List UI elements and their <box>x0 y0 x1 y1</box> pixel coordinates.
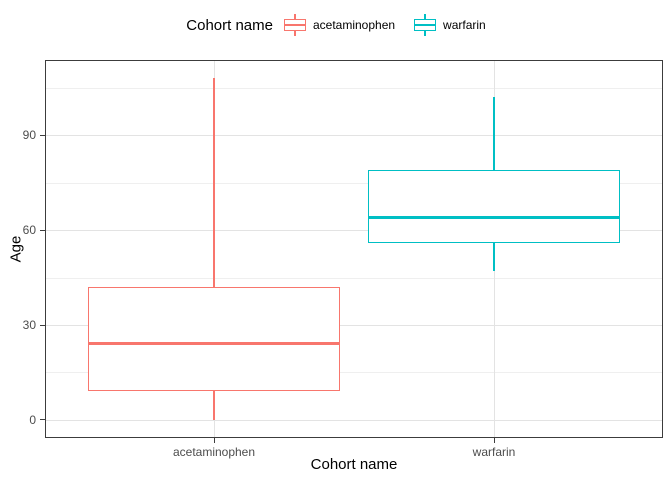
major-gridline <box>46 325 662 326</box>
lower-whisker-warfarin <box>493 242 495 272</box>
legend-item-warfarin: warfarin <box>414 13 486 37</box>
x-tick-mark <box>493 438 495 443</box>
y-tick-mark <box>40 324 45 326</box>
median-line-warfarin <box>368 215 620 219</box>
upper-whisker-acetaminophen <box>213 78 215 287</box>
legend-label: acetaminophen <box>312 18 396 32</box>
boxplot-key-icon <box>414 13 437 37</box>
x-tick-label: warfarin <box>472 445 516 459</box>
lower-whisker-acetaminophen <box>213 391 215 420</box>
x-axis-title: Cohort name <box>310 456 398 473</box>
major-gridline <box>46 135 662 137</box>
y-tick-label: 30 <box>22 318 36 332</box>
legend-title: Cohort name <box>186 16 273 34</box>
y-tick-mark <box>40 419 45 421</box>
y-tick-label: 60 <box>22 223 36 237</box>
y-tick-label: 0 <box>29 412 36 427</box>
y-tick-mark <box>40 134 45 136</box>
minor-gridline <box>46 277 662 279</box>
x-tick-label: acetaminophen <box>172 445 256 459</box>
box-warfarin <box>368 169 620 243</box>
x-tick-mark <box>213 438 215 443</box>
minor-gridline <box>46 182 662 184</box>
major-gridline <box>46 419 662 421</box>
major-gridline <box>46 230 662 231</box>
legend: Cohort name acetaminophen warfarin <box>0 11 672 39</box>
plot-panel <box>45 60 663 438</box>
minor-gridline <box>46 87 662 89</box>
median-line-acetaminophen <box>88 342 340 346</box>
minor-gridline <box>46 372 662 374</box>
y-axis-title: Age <box>7 235 25 263</box>
y-tick-mark <box>40 229 45 231</box>
y-tick-label: 90 <box>22 128 36 143</box>
legend-label: warfarin <box>443 18 486 32</box>
upper-whisker-warfarin <box>493 97 495 170</box>
box-acetaminophen <box>88 287 340 392</box>
legend-item-acetaminophen: acetaminophen <box>283 13 396 37</box>
boxplot-key-icon <box>283 13 306 37</box>
